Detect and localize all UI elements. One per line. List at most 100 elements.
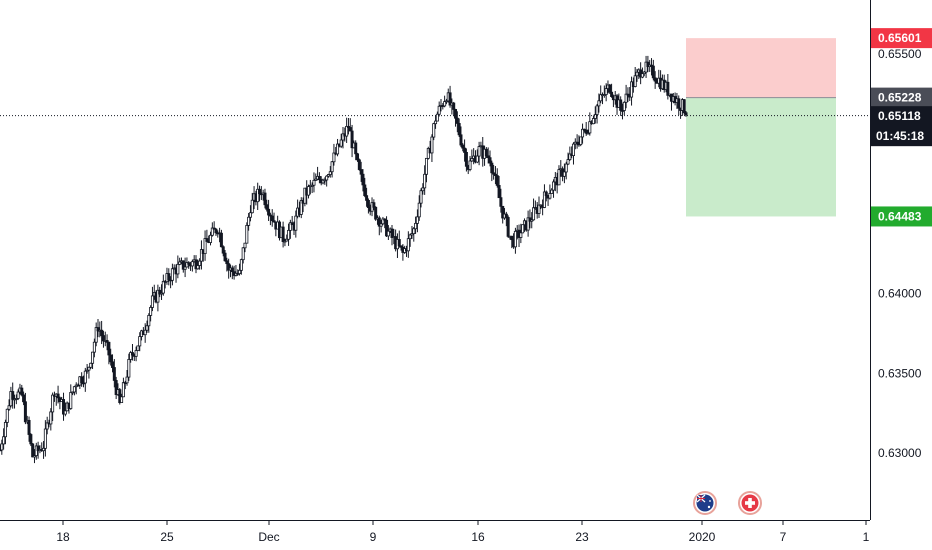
candle-body [281, 226, 285, 242]
candle-body [581, 128, 585, 138]
candle-body [69, 392, 73, 409]
candle-body [568, 153, 572, 160]
candle-body [312, 179, 316, 186]
candle-body [646, 61, 650, 68]
candle-body [2, 436, 6, 445]
candle-body [0, 443, 4, 451]
candle-body [406, 238, 410, 252]
current-price-badge[interactable]: 0.65118 01:45:18 [871, 106, 932, 147]
candle-body [444, 100, 448, 103]
candle-body [49, 411, 53, 425]
candle-body [199, 249, 203, 262]
candle-body [100, 329, 104, 336]
candle-body [550, 189, 554, 194]
candle-body [31, 443, 35, 458]
candle-body [314, 178, 318, 181]
candle-body [258, 188, 262, 195]
take-profit-badge[interactable]: 0.64483 [871, 206, 932, 227]
candle-body [548, 193, 552, 199]
candle-body [595, 105, 599, 115]
candle-body [272, 220, 276, 223]
candle-body [426, 148, 430, 159]
candle-body [484, 148, 488, 157]
candle-body [492, 172, 496, 175]
australia-flag-icon[interactable] [693, 491, 717, 515]
candle-body [158, 289, 162, 295]
candle-body [381, 218, 385, 225]
candle-body [443, 101, 447, 107]
candle-body [519, 232, 523, 238]
candle-body [477, 146, 481, 157]
stop-loss-badge[interactable]: 0.65601 [871, 28, 932, 49]
candle-body [83, 370, 87, 384]
candle-body [167, 273, 171, 281]
candle-body [415, 216, 419, 224]
candle-body [390, 228, 394, 238]
time-axis[interactable]: 18 25 Dec 9 16 23 2020 7 1 [56, 520, 870, 544]
candle-body [87, 366, 91, 371]
candle-body [499, 197, 503, 207]
candle-body [408, 234, 412, 240]
candle-body [419, 190, 423, 204]
candle-body [248, 212, 252, 218]
candle-body [461, 144, 465, 149]
candle-body [121, 382, 125, 398]
candle-body [602, 94, 606, 96]
candle-body [250, 199, 254, 214]
time-tick-label: 2020 [689, 530, 716, 544]
candle-body [149, 307, 153, 316]
candle-body [385, 219, 389, 237]
candle-body [682, 99, 686, 114]
price-tick-label: 0.65500 [878, 47, 922, 61]
time-tick-label: 1 [863, 530, 870, 544]
candle-body [285, 238, 289, 242]
candle-body [336, 143, 340, 155]
candle-body [303, 187, 307, 204]
candle-body [307, 186, 311, 196]
time-tick-label: 25 [160, 530, 174, 544]
candle-body [134, 350, 138, 357]
price-axis[interactable]: 0.65500 0.64000 0.63500 0.63000 [878, 47, 922, 460]
price-tick-label: 0.63500 [878, 366, 922, 380]
entry-price-badge[interactable]: 0.65228 [871, 87, 932, 108]
candle-body [120, 396, 124, 404]
candle-body [138, 336, 142, 347]
candle-body [247, 216, 251, 226]
candle-body [624, 93, 628, 103]
candle-body [187, 262, 191, 265]
svg-text:0.65601: 0.65601 [878, 31, 922, 45]
candle-body [76, 384, 80, 387]
candle-body [588, 121, 592, 134]
candle-body [571, 143, 575, 157]
candle-body [350, 130, 354, 149]
candle-body [584, 129, 588, 134]
candle-body [326, 174, 330, 177]
candle-body [170, 268, 174, 281]
candle-body [374, 206, 378, 220]
candle-body [493, 173, 497, 176]
candle-body [270, 215, 274, 222]
candle-body [42, 447, 46, 452]
candle-body [129, 352, 133, 360]
candle-body [557, 169, 561, 186]
candle-body [348, 127, 352, 132]
candle-body [345, 125, 349, 137]
candle-body [96, 327, 100, 332]
candle-body [432, 123, 436, 138]
candle-body [80, 376, 84, 384]
candle-body [386, 230, 390, 237]
candle-body [486, 155, 490, 159]
candle-body [575, 141, 579, 145]
stop-loss-zone[interactable] [686, 38, 836, 98]
candle-body [597, 100, 601, 107]
candle-body [114, 380, 118, 395]
take-profit-zone[interactable] [686, 97, 836, 217]
candle-body [356, 153, 360, 161]
candle-body [85, 369, 89, 372]
candle-body [593, 114, 597, 119]
candle-body [619, 99, 623, 111]
candle-body [196, 265, 200, 270]
switzerland-flag-icon[interactable] [738, 491, 762, 515]
candle-body [127, 359, 131, 378]
